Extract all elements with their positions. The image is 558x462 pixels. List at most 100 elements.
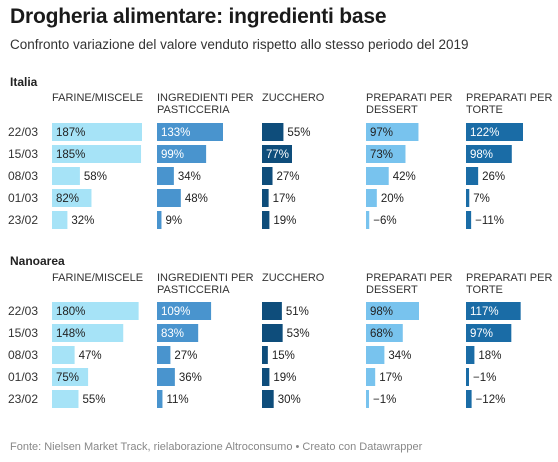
value-label-italia-preparati-per-torte-15-03: 98% [470,149,493,161]
value-label-italia-preparati-per-torte-22-03: 122% [470,127,499,139]
bar-italia-zucchero-23-02 [262,211,270,229]
value-label-nanoarea-zucchero-23-02: 30% [278,394,301,406]
value-label-nanoarea-ingredienti-per-pasticceria-15-03: 83% [161,328,184,340]
row-label-22-03: 22/03 [8,304,38,318]
bar-italia-ingredienti-per-pasticceria-08-03 [157,167,174,185]
row-label-22-03: 22/03 [8,125,38,139]
value-label-nanoarea-preparati-per-torte-23-02: −12% [476,394,506,406]
value-label-italia-zucchero-22-03: 55% [287,127,310,139]
bar-nanoarea-preparati-per-dessert-08-03 [366,346,385,364]
column-header-preparati-per-torte: PREPARATI PER [466,272,552,284]
value-label-italia-preparati-per-dessert-22-03: 97% [370,127,393,139]
value-label-nanoarea-ingredienti-per-pasticceria-22-03: 109% [161,306,190,318]
bar-nanoarea-ingredienti-per-pasticceria-23-02 [157,390,163,408]
bar-nanoarea-ingredienti-per-pasticceria-22-03 [157,302,212,320]
value-label-nanoarea-preparati-per-torte-01-03: −1% [473,372,496,384]
bar-nanoarea-preparati-per-torte-08-03 [466,346,475,364]
value-label-italia-ingredienti-per-pasticceria-01-03: 48% [185,193,208,205]
value-label-nanoarea-farine-miscele-23-02: 55% [82,394,105,406]
bar-italia-zucchero-01-03 [262,189,269,207]
bar-nanoarea-farine-miscele-22-03 [52,302,139,320]
value-label-italia-preparati-per-dessert-23-02: −6% [373,215,396,227]
column-header-zucchero: ZUCCHERO [262,92,325,104]
row-label-08-03: 08/03 [8,169,38,183]
column-header-preparati-per-dessert: PREPARATI PER [366,92,452,104]
bar-nanoarea-ingredienti-per-pasticceria-08-03 [157,346,171,364]
row-label-23-02: 23/02 [8,213,38,227]
bar-italia-farine-miscele-01-03 [52,189,92,207]
column-header-zucchero: ZUCCHERO [262,272,325,284]
value-label-nanoarea-preparati-per-torte-22-03: 117% [470,306,499,318]
bar-nanoarea-ingredienti-per-pasticceria-15-03 [157,324,199,342]
column-header-preparati-per-dessert: DESSERT [366,284,418,296]
bar-nanoarea-farine-miscele-23-02 [52,390,79,408]
value-label-nanoarea-farine-miscele-15-03: 148% [56,328,85,340]
bar-italia-preparati-per-dessert-15-03 [366,145,406,163]
value-label-nanoarea-preparati-per-dessert-22-03: 98% [370,306,393,318]
bar-italia-preparati-per-torte-01-03 [466,189,470,207]
bar-nanoarea-preparati-per-dessert-22-03 [366,302,419,320]
value-label-nanoarea-zucchero-15-03: 53% [287,328,310,340]
column-header-farine-miscele: FARINE/MISCELE [52,92,143,104]
panel-title-italia: Italia [10,75,38,89]
bar-italia-preparati-per-torte-08-03 [466,167,479,185]
value-label-italia-preparati-per-torte-01-03: 7% [473,193,490,205]
bar-italia-farine-miscele-08-03 [52,167,80,185]
bar-nanoarea-farine-miscele-15-03 [52,324,124,342]
bar-italia-preparati-per-torte-23-02 [466,211,472,229]
bar-italia-zucchero-22-03 [262,123,284,141]
bar-nanoarea-preparati-per-dessert-15-03 [366,324,403,342]
column-header-preparati-per-torte: TORTE [466,104,503,116]
value-label-nanoarea-zucchero-22-03: 51% [286,306,309,318]
value-label-italia-ingredienti-per-pasticceria-22-03: 133% [161,127,190,139]
row-label-23-02: 23/02 [8,392,38,406]
value-label-italia-farine-miscele-08-03: 58% [84,171,107,183]
value-label-italia-zucchero-01-03: 17% [273,193,296,205]
value-label-italia-ingredienti-per-pasticceria-08-03: 34% [178,171,201,183]
source-note: Fonte: Nielsen Market Track, rielaborazi… [10,441,423,453]
value-label-italia-zucchero-08-03: 27% [277,171,300,183]
column-header-farine-miscele: FARINE/MISCELE [52,272,143,284]
bar-nanoarea-farine-miscele-01-03 [52,368,89,386]
bar-nanoarea-zucchero-01-03 [262,368,270,386]
bar-nanoarea-farine-miscele-08-03 [52,346,75,364]
value-label-nanoarea-zucchero-01-03: 19% [273,372,296,384]
value-label-italia-preparati-per-dessert-01-03: 20% [381,193,404,205]
value-label-nanoarea-ingredienti-per-pasticceria-08-03: 27% [174,350,197,362]
bar-nanoarea-preparati-per-torte-22-03 [466,302,521,320]
value-label-nanoarea-farine-miscele-01-03: 75% [56,372,79,384]
value-label-italia-farine-miscele-15-03: 185% [56,149,85,161]
bar-nanoarea-zucchero-23-02 [262,390,274,408]
value-label-italia-preparati-per-torte-23-02: −11% [475,215,504,227]
value-label-nanoarea-ingredienti-per-pasticceria-01-03: 36% [179,372,202,384]
column-header-ingredienti-per-pasticceria: PASTICCERIA [157,284,230,296]
value-label-nanoarea-preparati-per-dessert-15-03: 68% [370,328,393,340]
bar-nanoarea-zucchero-22-03 [262,302,282,320]
bar-nanoarea-preparati-per-torte-01-03 [466,368,469,386]
column-header-ingredienti-per-pasticceria: PASTICCERIA [157,104,230,116]
value-label-italia-farine-miscele-01-03: 82% [56,193,79,205]
value-label-nanoarea-preparati-per-dessert-01-03: 17% [379,372,402,384]
column-header-preparati-per-dessert: PREPARATI PER [366,272,452,284]
bar-nanoarea-preparati-per-dessert-23-02 [366,390,369,408]
bar-italia-ingredienti-per-pasticceria-23-02 [157,211,162,229]
bar-italia-zucchero-15-03 [262,145,292,163]
bar-italia-preparati-per-dessert-23-02 [366,211,370,229]
column-header-preparati-per-dessert: DESSERT [366,104,418,116]
panel-title-nanoarea: Nanoarea [10,254,65,268]
bar-italia-farine-miscele-15-03 [52,145,142,163]
value-label-italia-ingredienti-per-pasticceria-23-02: 9% [165,215,182,227]
bar-nanoarea-preparati-per-torte-23-02 [466,390,472,408]
bar-nanoarea-ingredienti-per-pasticceria-01-03 [157,368,175,386]
value-label-italia-farine-miscele-22-03: 187% [56,127,85,139]
row-label-08-03: 08/03 [8,348,38,362]
bar-italia-ingredienti-per-pasticceria-22-03 [157,123,223,141]
chart-title: Drogheria alimentare: ingredienti base [10,5,387,28]
column-header-preparati-per-torte: PREPARATI PER [466,92,552,104]
value-label-italia-ingredienti-per-pasticceria-15-03: 99% [161,149,184,161]
row-label-01-03: 01/03 [8,370,38,384]
value-label-italia-zucchero-15-03: 77% [266,149,289,161]
row-label-15-03: 15/03 [8,326,38,340]
column-header-ingredienti-per-pasticceria: INGREDIENTI PER [157,92,254,104]
